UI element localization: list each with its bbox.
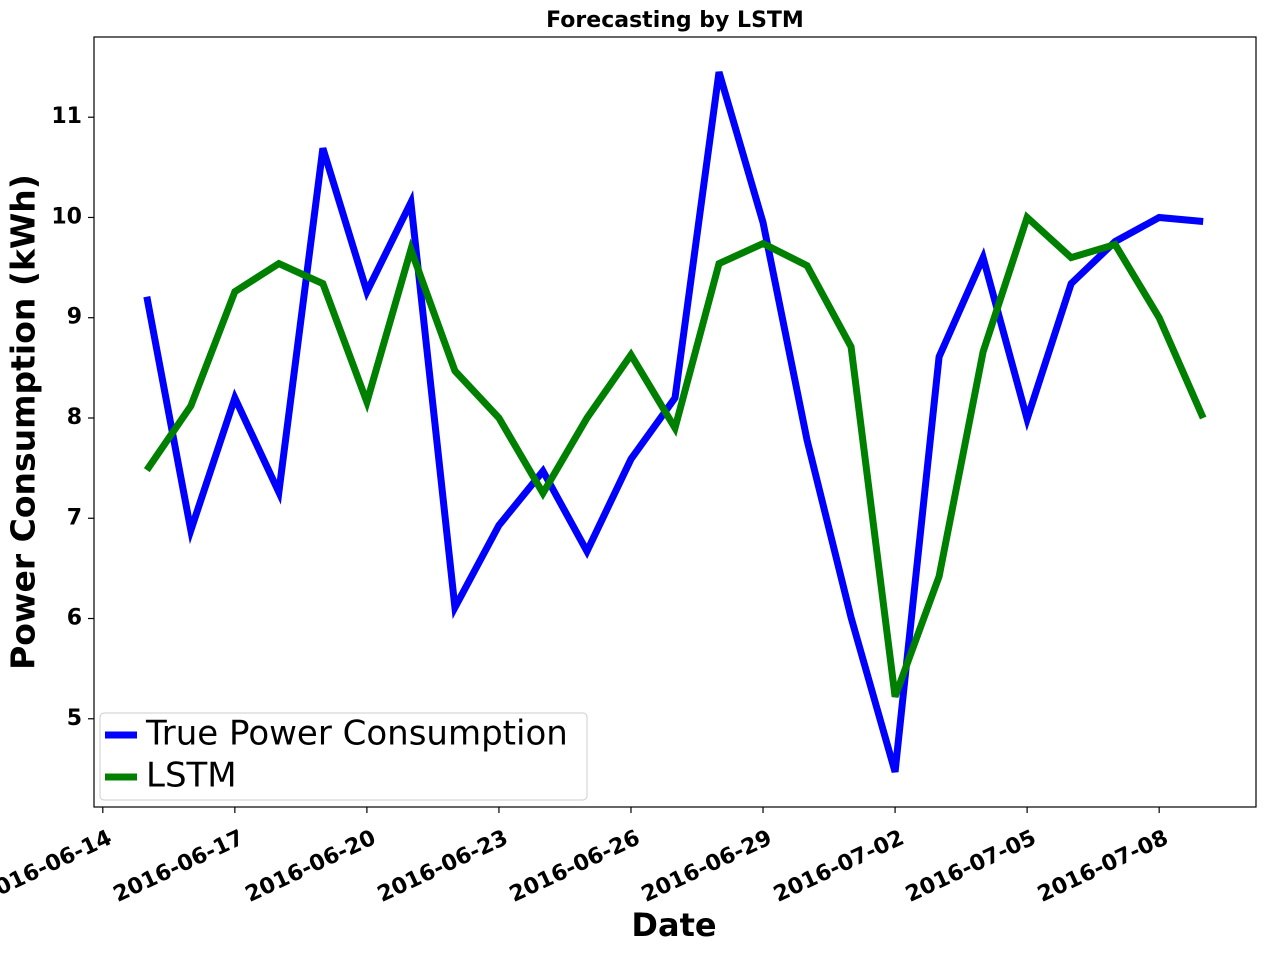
x-axis-label: Date: [631, 906, 716, 944]
legend-label: LSTM: [146, 756, 237, 796]
x-tick-label: 2016-06-26: [506, 826, 644, 908]
y-tick-label: 9: [67, 305, 82, 330]
x-tick-label: 2016-07-02: [770, 826, 908, 908]
x-tick-label: 2016-06-17: [110, 826, 248, 908]
line-series: [143, 211, 1207, 698]
x-tick-label: 2016-07-08: [1034, 826, 1172, 908]
x-tick-label: 2016-06-29: [638, 826, 776, 908]
legend-box: [99, 712, 588, 801]
y-tick-label: 11: [51, 104, 82, 129]
y-tick-label: 8: [67, 405, 82, 430]
plot-frame: [93, 36, 1257, 808]
y-tick-label: 10: [51, 204, 82, 229]
y-tick-label: 5: [67, 706, 82, 731]
x-tick-label: 2016-06-23: [374, 826, 512, 908]
line-series: [143, 71, 1204, 773]
chart-title: Forecasting by LSTM: [546, 8, 804, 33]
x-tick-label: 2016-06-14: [0, 826, 116, 908]
x-tick-label: 2016-06-20: [242, 826, 380, 908]
y-tick-label: 6: [67, 606, 82, 631]
x-tick-label: 2016-07-05: [902, 826, 1040, 908]
legend-label: True Power Consumption: [145, 714, 568, 754]
y-axis-label: Power Consumption (kWh): [4, 174, 43, 670]
y-tick-label: 7: [67, 505, 82, 530]
